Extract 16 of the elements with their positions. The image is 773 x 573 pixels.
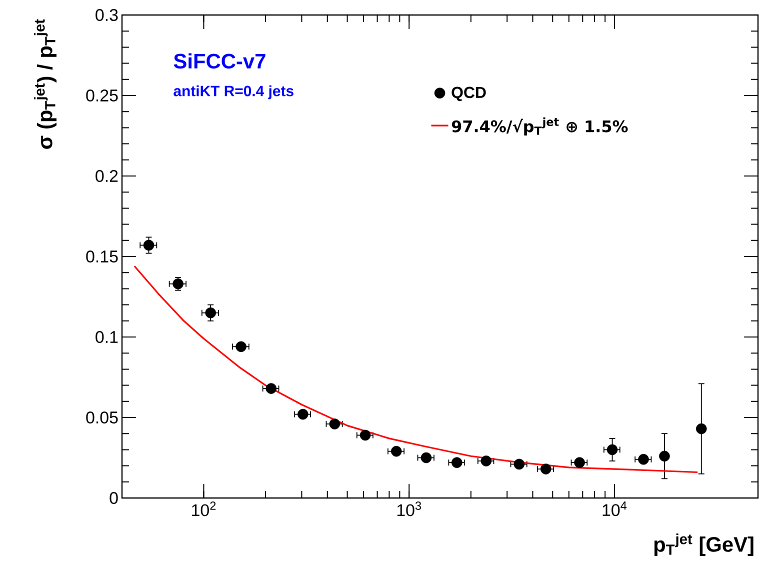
- x-tick-label: 10$^{2}$: [192, 502, 216, 516]
- x-axis-title: p$_{T}$$^{jet}$ [GeV]: [654, 534, 754, 556]
- y-tick-label: 0.05: [86, 412, 118, 424]
- y-tick-label: 0.15: [86, 250, 118, 262]
- legend-label: 97.4%/√p$_{T}$$^{jet}$ ⊕ 1.5%: [452, 117, 628, 136]
- x-tick-label: 10$^{3}$: [397, 502, 422, 516]
- y-axis-title: σ (p$_{T}$$^{jet}$) / p$_{T}$jet: [34, 19, 56, 149]
- y-tick-label: 0.3: [96, 9, 118, 21]
- annotation: antiKT R=0.4 jets: [174, 85, 294, 100]
- legend-label: QCD: [452, 86, 486, 102]
- y-tick-label: 0.2: [96, 170, 118, 182]
- x-tick-label: 10$^{4}$: [602, 502, 627, 516]
- annotation: SiFCC-v7: [174, 53, 266, 69]
- y-tick-label: 0.1: [96, 331, 118, 343]
- y-tick-label: 0.25: [86, 90, 118, 102]
- y-tick-label: 0: [110, 492, 118, 504]
